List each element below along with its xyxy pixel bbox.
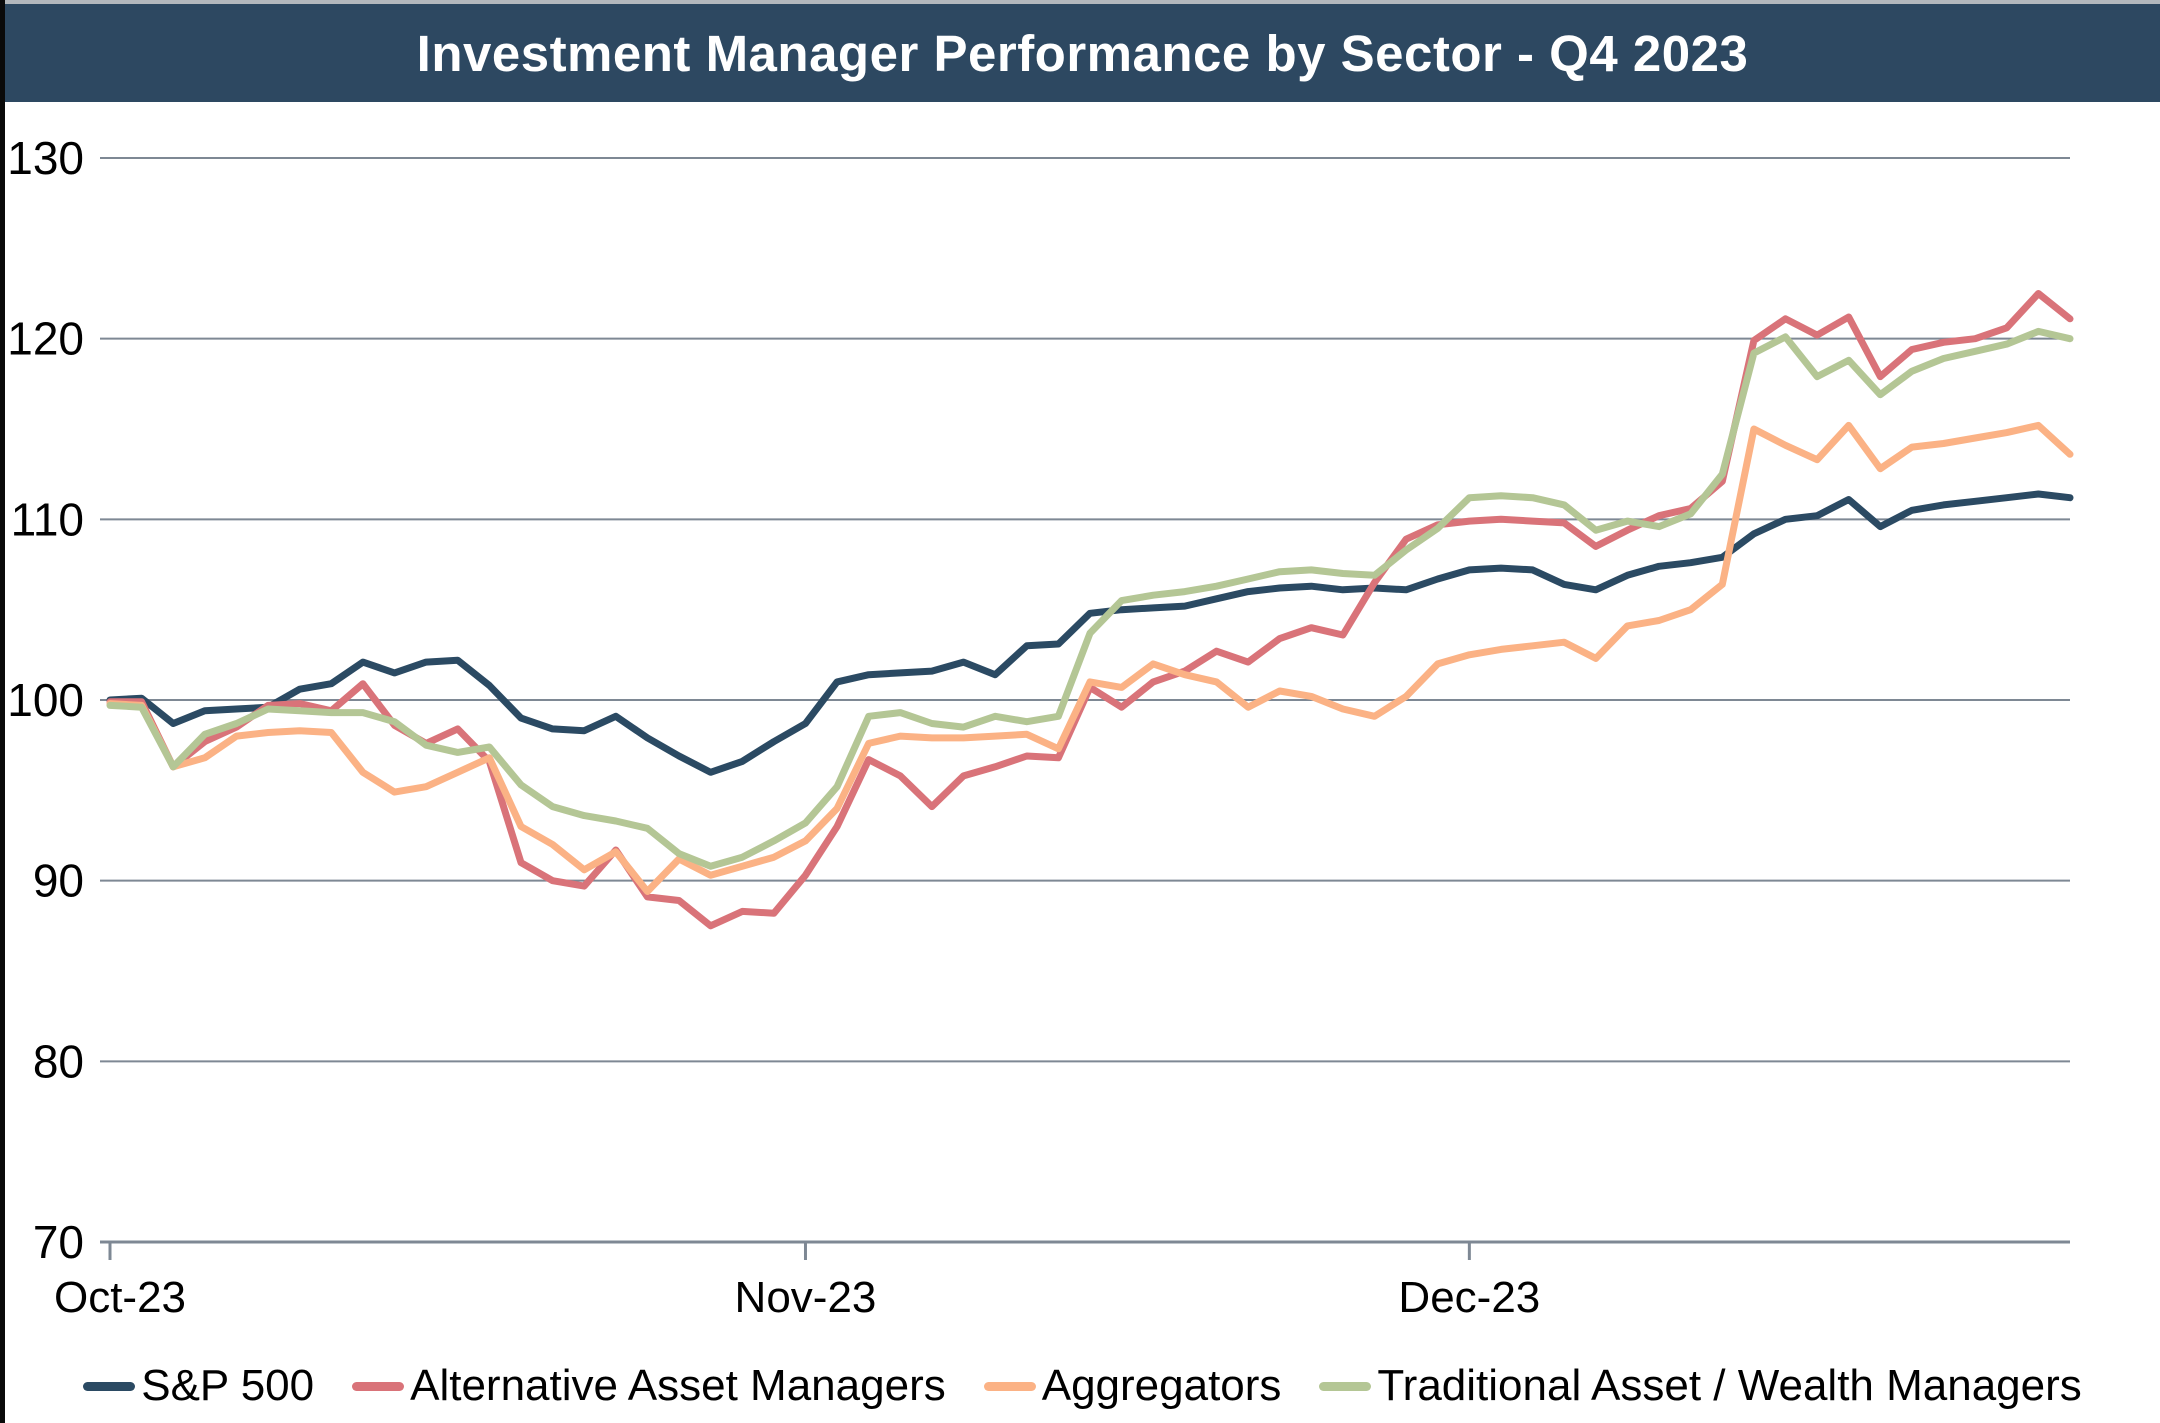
series-line-traditional-asset-wealth-managers bbox=[106, 327, 2074, 870]
y-axis-label-80: 80 bbox=[33, 1035, 84, 1087]
chart-legend: S&P 500 Alternative Asset Managers Aggrega… bbox=[5, 1355, 2160, 1417]
legend-label-alternative-asset-managers: Alternative Asset Managers bbox=[410, 1361, 946, 1410]
legend-item-s-p-500: S&P 500 bbox=[83, 1361, 314, 1411]
y-axis-label-100: 100 bbox=[7, 674, 84, 726]
legend-label-traditional-asset-wealth-managers: Traditional Asset / Wealth Managers bbox=[1377, 1361, 2082, 1410]
chart-title-bar: Investment Manager Performance by Sector… bbox=[5, 4, 2160, 102]
window-top-edge bbox=[0, 0, 2160, 4]
y-axis-labels: 70 80 90 100 110 120 130 bbox=[7, 132, 84, 1268]
series-line-aggregators bbox=[106, 421, 2074, 895]
chart-title: Investment Manager Performance by Sector… bbox=[416, 24, 1749, 82]
y-axis-label-120: 120 bbox=[7, 313, 84, 365]
axis-ticks bbox=[108, 1242, 1471, 1260]
legend-swatch-s-p-500 bbox=[83, 1381, 136, 1391]
series-line-s-p-500 bbox=[106, 490, 2074, 776]
y-axis-label-110: 110 bbox=[11, 493, 84, 545]
window-left-edge bbox=[0, 0, 5, 1423]
legend-swatch-traditional-asset-wealth-managers bbox=[1319, 1381, 1372, 1391]
legend-item-aggregators: Aggregators bbox=[983, 1361, 1282, 1411]
series-lines bbox=[106, 290, 2074, 930]
x-axis-label-Nov-23: Nov-23 bbox=[735, 1273, 877, 1322]
y-axis-label-130: 130 bbox=[7, 132, 84, 184]
x-axis-label-Oct-23: Oct-23 bbox=[54, 1273, 186, 1322]
series-line-alternative-asset-managers bbox=[106, 290, 2074, 930]
legend-label-s-p-500: S&P 500 bbox=[141, 1361, 315, 1410]
legend-item-traditional-asset-wealth-managers: Traditional Asset / Wealth Managers bbox=[1319, 1361, 2082, 1411]
x-axis-label-Dec-23: Dec-23 bbox=[1398, 1273, 1540, 1322]
legend-swatch-alternative-asset-managers bbox=[352, 1381, 405, 1391]
y-axis-label-90: 90 bbox=[33, 855, 84, 907]
legend-label-aggregators: Aggregators bbox=[1041, 1361, 1282, 1410]
x-axis-labels: Oct-23 Nov-23 Dec-23 bbox=[54, 1273, 1540, 1322]
legend-item-alternative-asset-managers: Alternative Asset Managers bbox=[352, 1361, 946, 1411]
legend-swatch-aggregators bbox=[983, 1381, 1036, 1391]
y-axis-label-70: 70 bbox=[33, 1216, 84, 1268]
